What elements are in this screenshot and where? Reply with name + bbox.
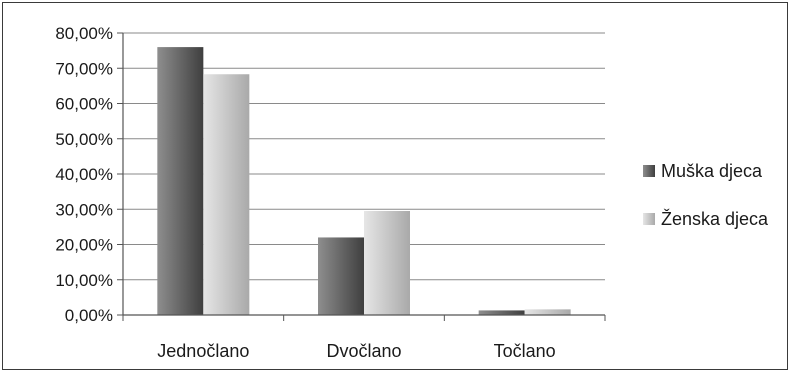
y-tick-label: 70,00% [55, 59, 113, 78]
axes [122, 33, 606, 321]
y-tick-label: 80,00% [55, 24, 113, 43]
x-category-label: Dvočlano [326, 341, 401, 361]
x-category-label: Jednočlano [157, 341, 249, 361]
chart-frame: 0,00% 10,00% 20,00% 30,00% 40,00% 50,00% 60,00… [2, 2, 788, 370]
y-tick-label: 20,00% [55, 236, 113, 255]
bar-muska-2 [318, 237, 364, 315]
bar-chart: 0,00% 10,00% 20,00% 30,00% 40,00% 50,00% 60,00… [55, 24, 769, 361]
legend-label: Muška djeca [661, 161, 763, 181]
y-tick-label: 30,00% [55, 200, 113, 219]
bars [157, 47, 571, 316]
x-axis-category-labels: Jednočlano Dvočlano Točlano [157, 341, 555, 361]
legend: Muška djeca Ženska djeca [643, 161, 769, 229]
legend-swatch [643, 213, 655, 225]
y-tick-label: 10,00% [55, 271, 113, 290]
bar-zenska-1 [203, 74, 250, 316]
y-tick-label: 40,00% [55, 165, 113, 184]
y-tick-label: 60,00% [55, 95, 113, 114]
y-axis-tick-labels: 0,00% 10,00% 20,00% 30,00% 40,00% 50,00% 60,00… [55, 24, 113, 325]
bar-muska-1 [157, 47, 204, 315]
legend-swatch [643, 165, 655, 177]
y-tick-label: 50,00% [55, 130, 113, 149]
legend-label: Ženska djeca [661, 209, 769, 229]
bar-muska-3 [478, 310, 525, 315]
y-tick-label: 0,00% [65, 306, 113, 325]
bar-zenska-3 [524, 309, 571, 315]
bar-zenska-2 [364, 211, 410, 315]
x-category-label: Točlano [494, 341, 556, 361]
